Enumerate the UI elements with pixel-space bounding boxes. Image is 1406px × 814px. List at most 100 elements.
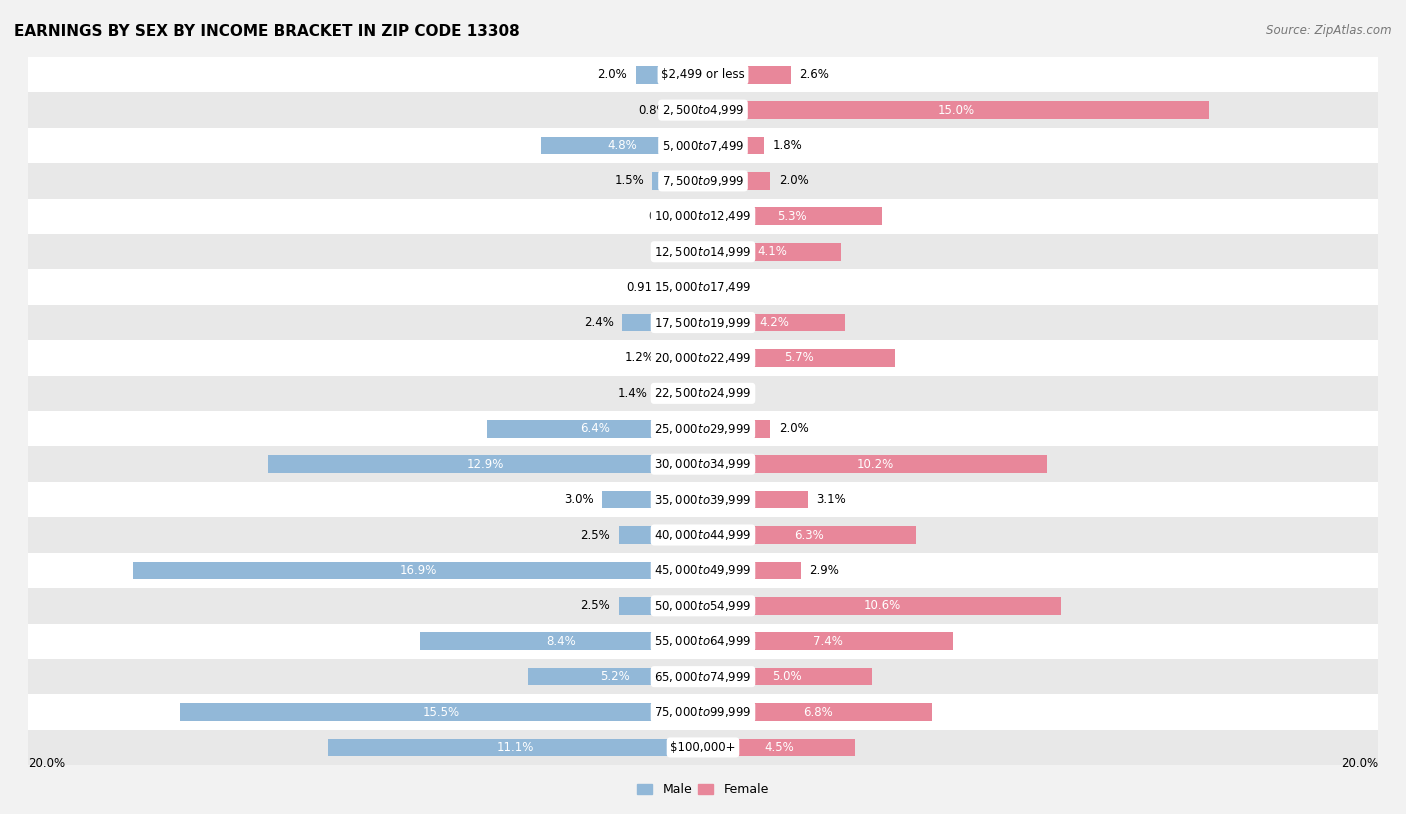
Bar (703, 384, 713, 402)
Bar (703, 491, 807, 509)
Text: $75,000 to $99,999: $75,000 to $99,999 (654, 705, 752, 719)
Text: $40,000 to $44,999: $40,000 to $44,999 (654, 528, 752, 542)
Text: $7,500 to $9,999: $7,500 to $9,999 (662, 174, 744, 188)
Bar (541, 137, 703, 155)
Bar (703, 349, 896, 367)
Text: $10,000 to $12,499: $10,000 to $12,499 (654, 209, 752, 223)
Bar (703, 738, 855, 756)
Bar (703, 562, 801, 580)
Bar (180, 703, 703, 721)
Bar (703, 66, 790, 84)
Text: 5.7%: 5.7% (785, 352, 814, 365)
Text: 2.0%: 2.0% (598, 68, 627, 81)
Bar (686, 208, 703, 225)
Bar (636, 66, 703, 84)
Text: 6.3%: 6.3% (794, 528, 824, 541)
Text: 2.0%: 2.0% (779, 174, 808, 187)
Bar (703, 313, 845, 331)
Text: 4.2%: 4.2% (759, 316, 789, 329)
Text: $35,000 to $39,999: $35,000 to $39,999 (654, 492, 752, 506)
Text: 0.8%: 0.8% (638, 103, 668, 116)
Bar (267, 455, 703, 473)
Bar (28, 269, 1378, 304)
Text: 4.1%: 4.1% (758, 245, 787, 258)
Bar (527, 667, 703, 685)
Bar (28, 163, 1378, 199)
Text: $17,500 to $19,999: $17,500 to $19,999 (654, 316, 752, 330)
Text: EARNINGS BY SEX BY INCOME BRACKET IN ZIP CODE 13308: EARNINGS BY SEX BY INCOME BRACKET IN ZIP… (14, 24, 520, 39)
Bar (703, 597, 1060, 615)
Text: 12.9%: 12.9% (467, 457, 503, 470)
Bar (28, 234, 1378, 269)
Text: 4.5%: 4.5% (763, 741, 794, 754)
Text: $2,499 or less: $2,499 or less (661, 68, 745, 81)
Text: $15,000 to $17,499: $15,000 to $17,499 (654, 280, 752, 294)
Bar (703, 667, 872, 685)
Bar (28, 624, 1378, 659)
Text: 3.1%: 3.1% (815, 493, 846, 506)
Text: $55,000 to $64,999: $55,000 to $64,999 (654, 634, 752, 648)
Bar (676, 101, 703, 119)
Bar (419, 632, 703, 650)
Text: 6.4%: 6.4% (581, 422, 610, 435)
Text: 3.0%: 3.0% (564, 493, 593, 506)
Bar (602, 491, 703, 509)
Bar (703, 632, 953, 650)
Bar (703, 208, 882, 225)
Text: 5.0%: 5.0% (772, 670, 803, 683)
Bar (652, 172, 703, 190)
Text: 0.0%: 0.0% (665, 245, 695, 258)
Text: 20.0%: 20.0% (28, 758, 65, 771)
Bar (28, 588, 1378, 624)
Text: 1.8%: 1.8% (772, 139, 801, 152)
Legend: Male, Female: Male, Female (633, 778, 773, 802)
Text: 2.9%: 2.9% (810, 564, 839, 577)
Bar (703, 703, 932, 721)
Text: $45,000 to $49,999: $45,000 to $49,999 (654, 563, 752, 577)
Text: 16.9%: 16.9% (399, 564, 436, 577)
Text: 0.0%: 0.0% (711, 281, 741, 294)
Bar (28, 518, 1378, 553)
Bar (703, 420, 770, 438)
Bar (28, 553, 1378, 588)
Bar (28, 199, 1378, 234)
Text: 0.91%: 0.91% (627, 281, 664, 294)
Text: 0.5%: 0.5% (648, 210, 678, 223)
Bar (28, 92, 1378, 128)
Bar (28, 482, 1378, 518)
Text: 20.0%: 20.0% (1341, 758, 1378, 771)
Text: 7.4%: 7.4% (813, 635, 842, 648)
Bar (662, 349, 703, 367)
Text: $22,500 to $24,999: $22,500 to $24,999 (654, 387, 752, 400)
Bar (28, 375, 1378, 411)
Bar (28, 128, 1378, 163)
Text: $5,000 to $7,499: $5,000 to $7,499 (662, 138, 744, 152)
Text: 1.4%: 1.4% (617, 387, 647, 400)
Bar (486, 420, 703, 438)
Text: 0.3%: 0.3% (721, 387, 751, 400)
Text: $2,500 to $4,999: $2,500 to $4,999 (662, 103, 744, 117)
Bar (28, 730, 1378, 765)
Bar (703, 526, 915, 544)
Bar (28, 411, 1378, 446)
Bar (28, 659, 1378, 694)
Bar (703, 455, 1047, 473)
Text: Source: ZipAtlas.com: Source: ZipAtlas.com (1267, 24, 1392, 37)
Text: $20,000 to $22,499: $20,000 to $22,499 (654, 351, 752, 365)
Text: $12,500 to $14,999: $12,500 to $14,999 (654, 245, 752, 259)
Text: 5.2%: 5.2% (600, 670, 630, 683)
Bar (672, 278, 703, 296)
Text: 1.2%: 1.2% (624, 352, 654, 365)
Bar (132, 562, 703, 580)
Text: $30,000 to $34,999: $30,000 to $34,999 (654, 457, 752, 471)
Bar (619, 597, 703, 615)
Text: 2.0%: 2.0% (779, 422, 808, 435)
Bar (621, 313, 703, 331)
Text: 4.8%: 4.8% (607, 139, 637, 152)
Bar (703, 172, 770, 190)
Text: 11.1%: 11.1% (498, 741, 534, 754)
Text: 6.8%: 6.8% (803, 706, 832, 719)
Text: 2.5%: 2.5% (581, 528, 610, 541)
Bar (28, 446, 1378, 482)
Text: 5.3%: 5.3% (778, 210, 807, 223)
